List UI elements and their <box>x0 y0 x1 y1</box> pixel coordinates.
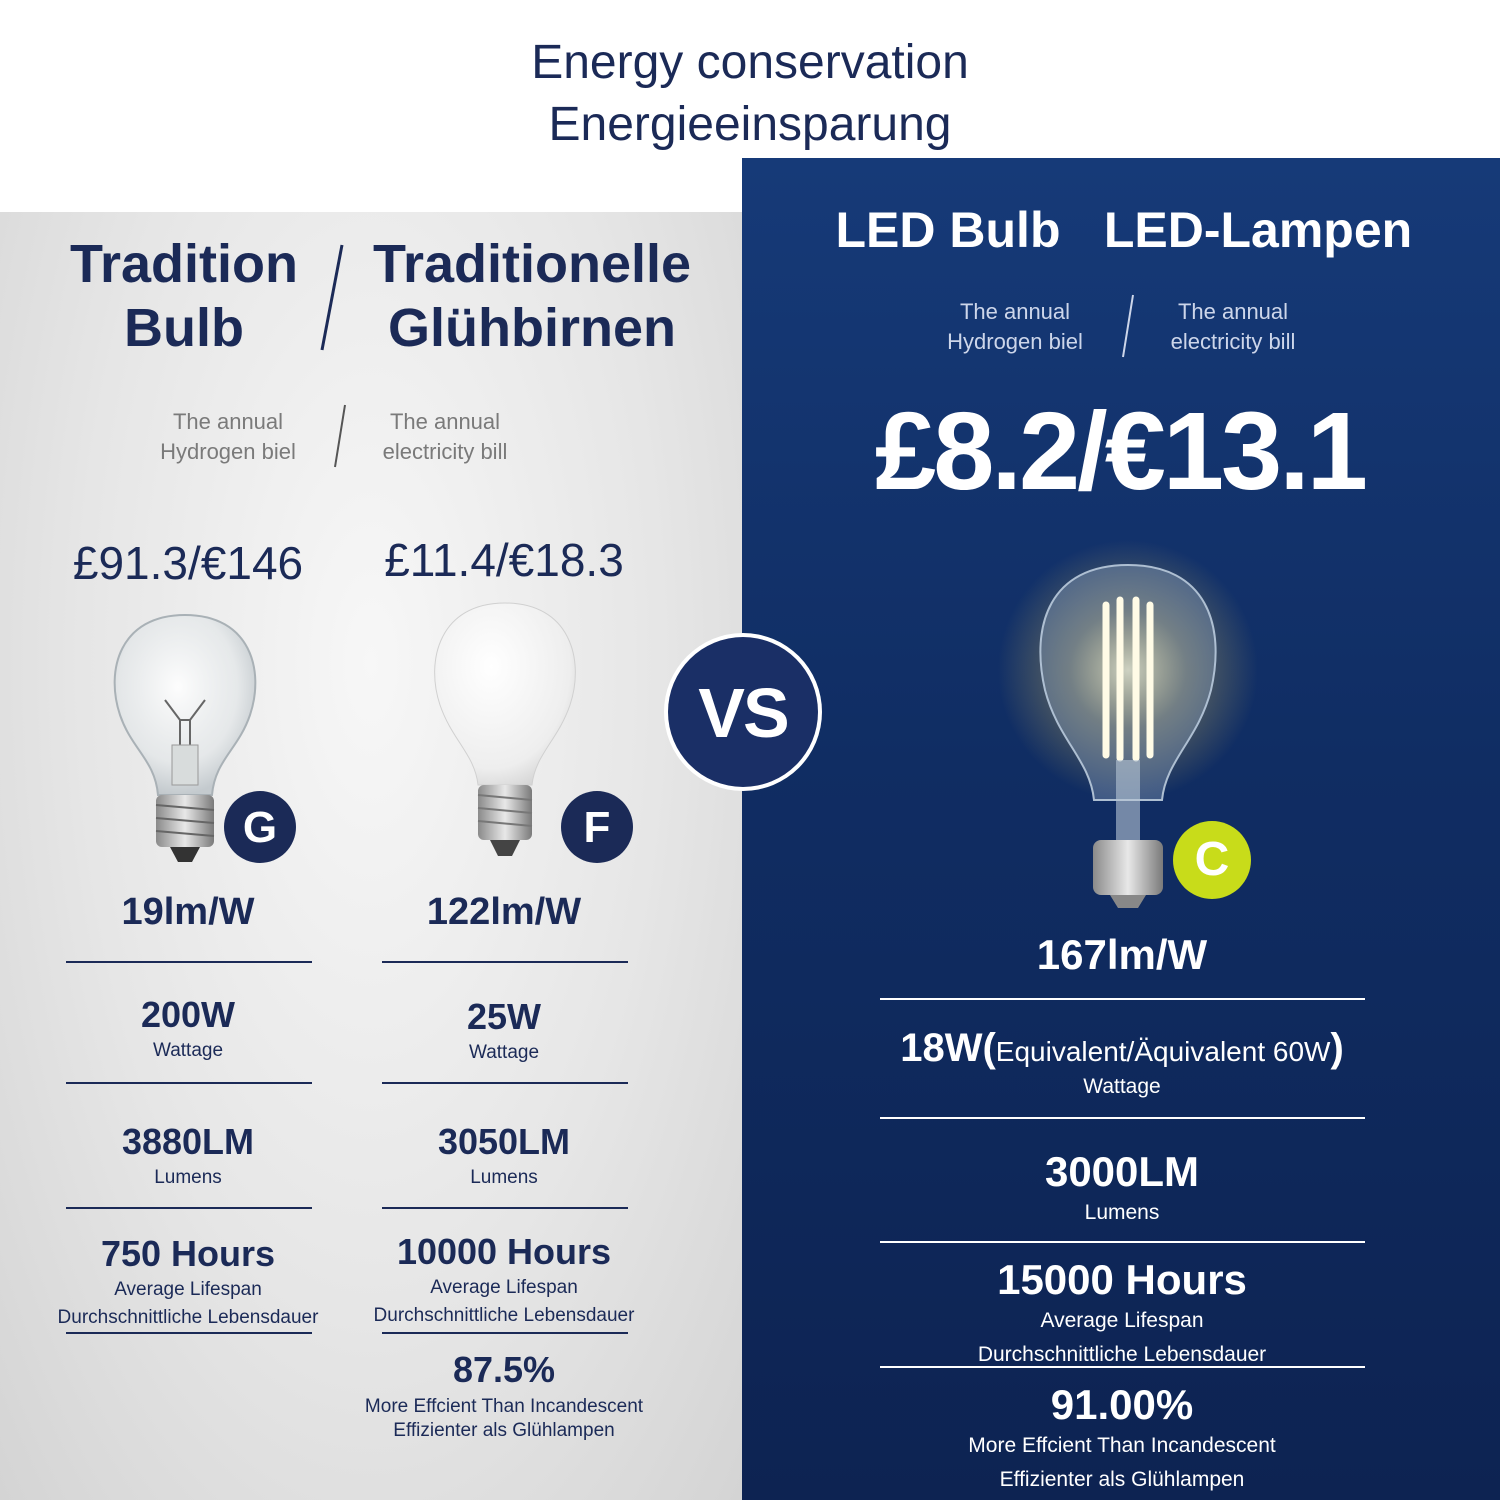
wattage-row: 18W(Equivalent/Äquivalent 60W) <box>900 1028 1344 1068</box>
heading: Bulb <box>124 298 244 358</box>
wattage: 200W <box>140 994 236 1035</box>
grade: C <box>1194 833 1230 886</box>
lumens-label: Lumens <box>154 1167 222 1188</box>
bill-label: electricity bill <box>1170 329 1296 354</box>
lumens: 3880LM <box>121 1121 255 1162</box>
lifespan-label: Average Lifespan <box>1040 1309 1204 1332</box>
lifespan-label: Average Lifespan <box>114 1279 262 1300</box>
grade: G <box>242 803 278 852</box>
wattage-label: Wattage <box>152 1040 224 1061</box>
wattage-label: Wattage <box>468 1042 540 1063</box>
grade-badge <box>224 791 296 863</box>
heading: LED-Lampen <box>1103 202 1413 258</box>
efficiency-label: More Effcient Than Incandescent <box>364 1396 644 1417</box>
heading: Tradition <box>70 234 298 294</box>
slash <box>1122 294 1134 358</box>
title: Energy conservation <box>531 36 969 89</box>
lifespan-label: Durchschnittliche Lebensdauer <box>977 1343 1267 1366</box>
title: Energieeinsparung <box>548 98 952 151</box>
traditional-panel <box>0 212 742 1500</box>
price: £91.3/€146 <box>72 537 304 589</box>
price: £11.4/€18.3 <box>384 534 624 586</box>
efficacy: 122lm/W <box>426 891 582 933</box>
grade-badge <box>1173 821 1251 899</box>
bill-label: The annual <box>1177 299 1289 324</box>
wattage-note: Equivalent/Äquivalent 60W <box>995 1036 1331 1067</box>
lifespan-label: Durchschnittliche Lebensdauer <box>57 1307 319 1328</box>
lifespan-label: Durchschnittliche Lebensdauer <box>373 1305 635 1326</box>
efficacy: 167lm/W <box>1036 931 1208 978</box>
vs-label: VS <box>698 674 789 752</box>
lumens-label: Lumens <box>470 1167 538 1188</box>
bill-label: Hydrogen biel <box>160 439 296 464</box>
efficiency-label: Effizienter als Glühlampen <box>393 1420 615 1441</box>
lumens: 3000LM <box>1044 1148 1200 1195</box>
lumens-label: Lumens <box>1084 1201 1160 1224</box>
slash <box>320 244 344 351</box>
hours: 10000 Hours <box>396 1231 612 1272</box>
price: £8.2/€13.1 <box>875 390 1368 513</box>
wattage: 18W( <box>900 1026 996 1070</box>
wattage: 25W <box>466 996 542 1037</box>
wattage-close: ) <box>1330 1026 1344 1070</box>
bill-label: The annual <box>389 409 501 434</box>
lumens: 3050LM <box>437 1121 571 1162</box>
grade: F <box>583 803 611 852</box>
lifespan-label: Average Lifespan <box>430 1277 578 1298</box>
heading: Glühbirnen <box>388 298 676 358</box>
frosted-bulb <box>434 602 576 856</box>
vs-badge <box>668 637 818 787</box>
heading: LED Bulb <box>835 202 1061 258</box>
efficiency-label: Effizienter als Glühlampen <box>999 1468 1245 1491</box>
grade-badge <box>561 791 633 863</box>
wattage-label: Wattage <box>1083 1075 1161 1098</box>
efficiency: 91.00% <box>1050 1381 1194 1428</box>
efficiency-label: More Effcient Than Incandescent <box>968 1434 1276 1457</box>
efficiency: 87.5% <box>452 1349 556 1390</box>
hours: 750 Hours <box>100 1233 276 1274</box>
bill-label: The annual <box>959 299 1071 324</box>
incandescent-bulb <box>113 613 257 862</box>
bill-label: electricity bill <box>382 439 508 464</box>
bill-label: Hydrogen biel <box>947 329 1083 354</box>
bill-label: The annual <box>172 409 284 434</box>
dividers <box>880 998 1365 1368</box>
hours: 15000 Hours <box>997 1256 1247 1303</box>
efficacy: 19lm/W <box>121 891 255 933</box>
led-bulb <box>998 540 1258 908</box>
slash <box>334 404 346 468</box>
heading: Traditionelle <box>372 234 692 294</box>
dividers <box>66 961 628 1334</box>
